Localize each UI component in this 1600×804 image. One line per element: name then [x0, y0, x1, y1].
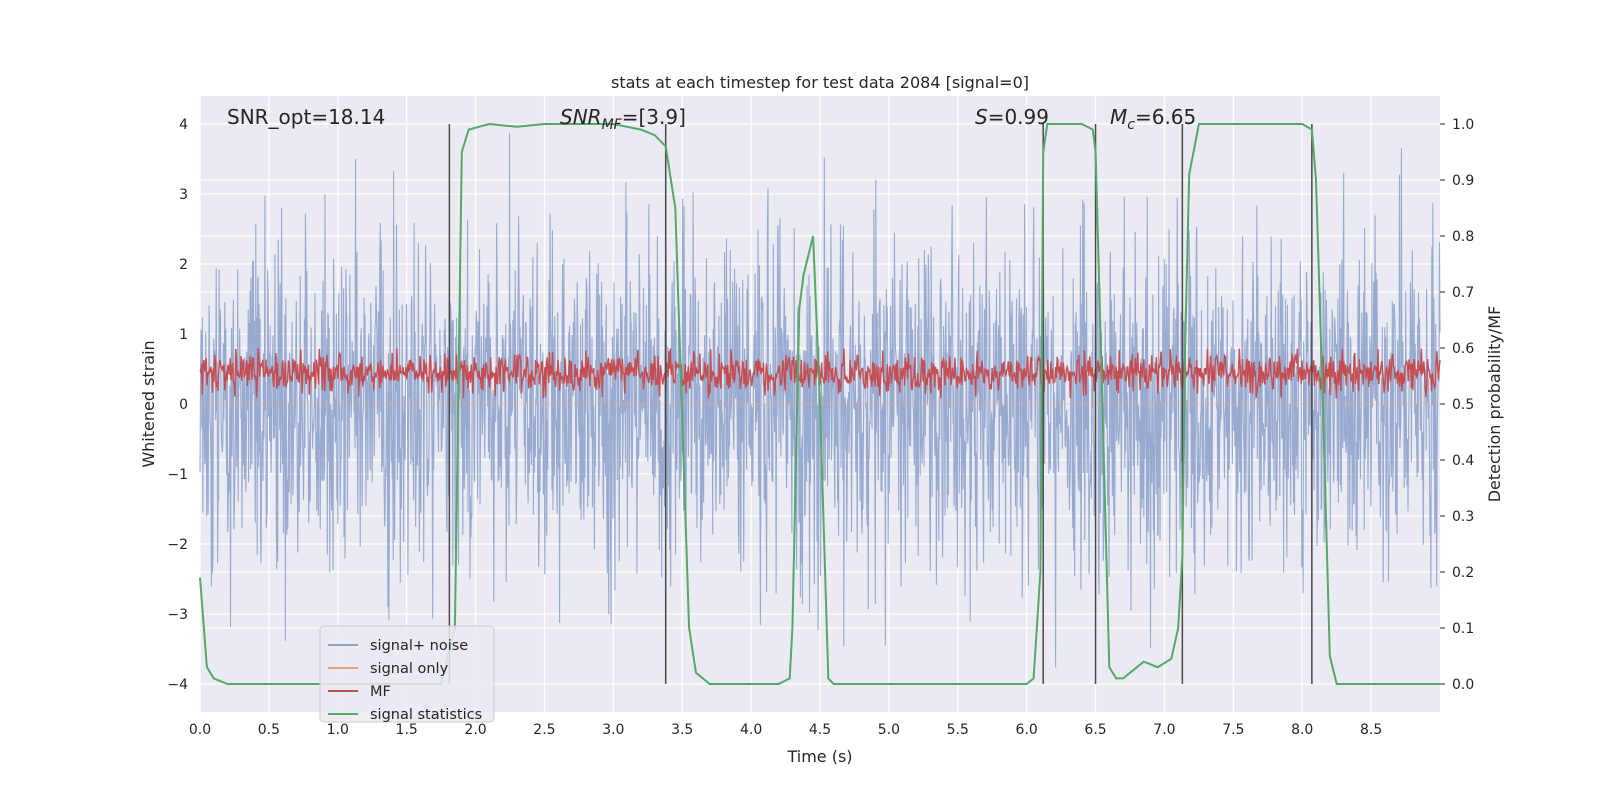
y-tick-label: 0	[179, 397, 188, 413]
y-right-tick-label: 0.8	[1452, 229, 1474, 245]
legend-box	[319, 625, 495, 723]
x-tick-label: 0.0	[189, 722, 211, 738]
y-tick-label: −4	[167, 677, 188, 693]
x-tick-label: 6.5	[1084, 722, 1106, 738]
y-right-tick-label: 0.9	[1452, 173, 1474, 189]
annotation-s: S=0.99	[975, 105, 1049, 129]
y-right-tick-label: 0.1	[1452, 621, 1474, 637]
legend-label: signal+ noise	[370, 638, 468, 654]
x-tick-label: 6.0	[1016, 722, 1038, 738]
legend-label: signal only	[370, 661, 449, 677]
x-tick-label: 4.0	[740, 722, 762, 738]
x-tick-label: 5.5	[947, 722, 969, 738]
x-tick-label: 0.5	[258, 722, 280, 738]
y-tick-label: 3	[179, 187, 188, 203]
annotation-snr-mf: SNRMF=[3.9]	[560, 105, 686, 133]
y-axis-right-label: Detection probability/MF	[1485, 306, 1504, 503]
annotation-snr-opt: SNR_opt=18.14	[227, 105, 385, 129]
y-right-tick-label: 0.7	[1452, 285, 1474, 301]
signal-noise-line	[199, 132, 1441, 668]
x-tick-label: 8.5	[1360, 722, 1382, 738]
x-axis-label: Time (s)	[786, 747, 852, 766]
y-tick-label: 1	[179, 327, 188, 343]
chart-title: stats at each timestep for test data 208…	[611, 73, 1029, 92]
y-right-tick-label: 0.3	[1452, 509, 1474, 525]
y-right-tick-label: 0.4	[1452, 453, 1474, 469]
legend-label: MF	[370, 684, 391, 700]
legend: signal+ noise signal only MF signal statist…	[319, 625, 495, 723]
x-tick-label: 4.5	[809, 722, 831, 738]
x-tick-label: 5.0	[878, 722, 900, 738]
annotation-mc: Mc=6.65	[1110, 105, 1196, 133]
legend-label: signal statistics	[370, 707, 482, 723]
x-tick-label: 1.0	[327, 722, 349, 738]
x-tick-label: 3.0	[602, 722, 624, 738]
y-axis-label: Whitened strain	[139, 340, 158, 467]
y-tick-label: −3	[167, 607, 188, 623]
x-tick-label: 3.5	[671, 722, 693, 738]
x-tick-label: 2.5	[533, 722, 555, 738]
y-axis-right: 1.0 0.9 0.8 0.7 0.6 0.5 0.4 0.3 0.2 0.1 0.0	[1440, 117, 1474, 693]
y-right-tick-label: 1.0	[1452, 117, 1474, 133]
y-tick-label: −2	[167, 537, 188, 553]
y-right-tick-label: 0.5	[1452, 397, 1474, 413]
x-tick-label: 7.5	[1222, 722, 1244, 738]
y-right-tick-label: 0.6	[1452, 341, 1474, 357]
x-tick-label: 8.0	[1291, 722, 1313, 738]
x-tick-label: 2.0	[464, 722, 486, 738]
y-right-tick-label: 0.0	[1452, 677, 1474, 693]
signal-statistics-series	[199, 122, 1440, 685]
y-tick-label: 2	[179, 257, 188, 273]
signal-statistics-line	[199, 122, 1440, 685]
x-tick-label: 1.5	[396, 722, 418, 738]
y-axis-left: 4 3 2 1 0 −1 −2 −3 −4	[167, 117, 188, 693]
x-axis: 0.0 0.5 1.0 1.5 2.0 2.5 3.0 3.5 4.0 4.5 5.0 5.5 6.0 6…	[189, 722, 1382, 738]
y-right-tick-label: 0.2	[1452, 565, 1474, 581]
x-tick-label: 7.0	[1153, 722, 1175, 738]
y-tick-label: −1	[167, 467, 188, 483]
y-tick-label: 4	[179, 117, 188, 133]
